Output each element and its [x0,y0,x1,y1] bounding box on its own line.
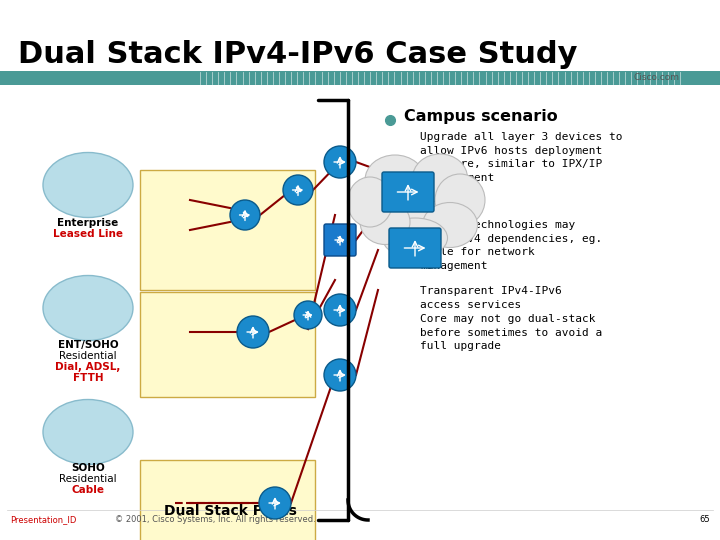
Text: Cisco.com: Cisco.com [634,73,680,83]
Text: Dial, ADSL,: Dial, ADSL, [55,362,121,372]
Text: SOHO: SOHO [71,463,105,473]
FancyBboxPatch shape [382,172,434,212]
Circle shape [283,175,313,205]
Text: Leased Line: Leased Line [53,229,123,239]
Circle shape [324,146,356,178]
Text: Presentation_ID: Presentation_ID [10,515,76,524]
Ellipse shape [43,400,133,464]
Ellipse shape [435,174,485,226]
FancyBboxPatch shape [389,228,441,268]
Text: Core may not go dual-stack
before sometimes to avoid a
full upgrade: Core may not go dual-stack before someti… [420,314,602,351]
Text: Upgrade all layer 3 devices to
allow IPv6 hosts deployment
anywhere, similar to : Upgrade all layer 3 devices to allow IPv… [420,132,623,183]
Text: ENT/SOHO: ENT/SOHO [58,340,118,350]
Circle shape [259,487,291,519]
Text: Transparent IPv4-IPv6
access services: Transparent IPv4-IPv6 access services [420,286,562,309]
Text: Enterprise: Enterprise [58,218,119,228]
Text: Residential: Residential [59,351,117,361]
Text: © 2001, Cisco Systems, Inc. All rights reserved.: © 2001, Cisco Systems, Inc. All rights r… [115,515,316,524]
Text: Campus scenario: Campus scenario [404,109,558,124]
Circle shape [237,316,269,348]
Ellipse shape [423,202,477,247]
Circle shape [324,294,356,326]
Bar [140,170,315,290]
Text: ISP: ISP [404,205,434,223]
Ellipse shape [413,154,467,202]
Text: Dual Stack Paths: Dual Stack Paths [163,504,297,518]
Text: Residential: Residential [59,474,117,484]
Circle shape [324,359,356,391]
Bar [140,292,315,397]
Circle shape [230,200,260,230]
Ellipse shape [360,199,410,245]
Bar [140,460,315,540]
Text: FTTH: FTTH [73,373,103,383]
Circle shape [294,301,322,329]
FancyBboxPatch shape [324,224,356,256]
Ellipse shape [365,155,425,205]
Text: Access technologies may
have IPv4 dependencies, eg.
Cable for network
management: Access technologies may have IPv4 depend… [420,220,602,271]
Text: 65: 65 [699,515,710,524]
Bar [0,71,720,85]
Text: Dual Stack IPv4-IPv6 Case Study: Dual Stack IPv4-IPv6 Case Study [18,40,577,69]
Ellipse shape [348,177,392,227]
Ellipse shape [43,152,133,218]
Text: Cable: Cable [71,485,104,495]
Ellipse shape [382,218,448,258]
Ellipse shape [43,275,133,341]
Ellipse shape [375,170,455,230]
